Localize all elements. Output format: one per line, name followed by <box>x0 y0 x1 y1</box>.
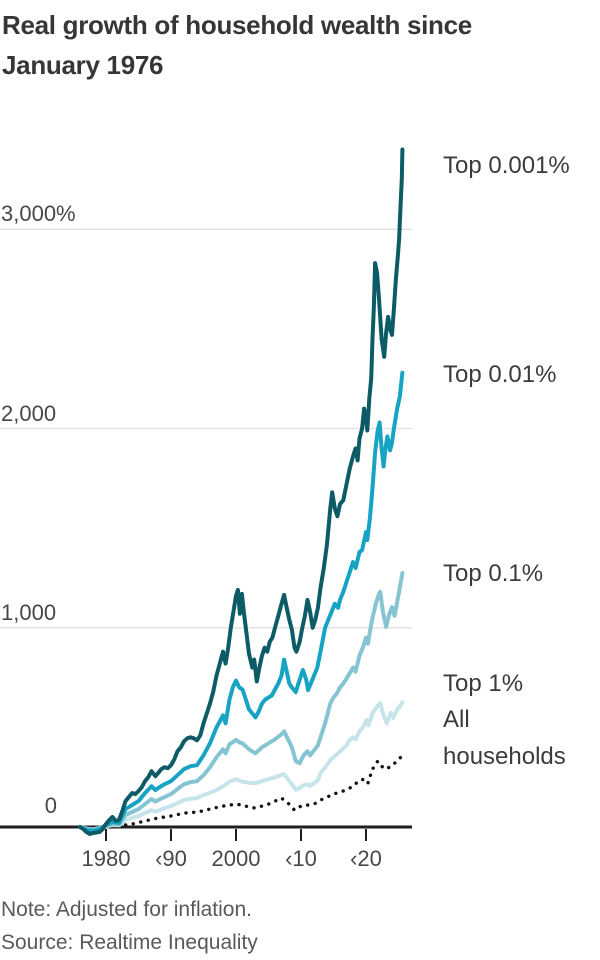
series-label-top-1-: Top 1% <box>443 670 524 697</box>
x-tick-label-2020: ‹20 <box>350 846 382 871</box>
series-line-top-0-01- <box>78 370 405 833</box>
chart-title-line-1: Real growth of household wealth since <box>2 10 472 40</box>
series-line-top-0-1- <box>78 571 405 832</box>
chart-source: Source: Realtime Inequality <box>1 931 258 954</box>
y-tick-label-2000: 2,000 <box>1 400 57 426</box>
y-tick-label-1000: 1,000 <box>1 599 57 625</box>
x-tick-label-2000: 2000 <box>211 846 261 871</box>
chart-title: Real growth of household wealth since Ja… <box>2 5 592 85</box>
chart-note: Note: Adjusted for inflation. <box>1 898 252 921</box>
x-tick-label-1980: 1980 <box>81 846 131 871</box>
x-tick-label-1990: ‹90 <box>155 846 187 871</box>
series-line-top-1- <box>78 700 405 832</box>
x-tick-label-2010: ‹10 <box>285 846 317 871</box>
y-tick-label-0: 0 <box>44 793 57 818</box>
series-label-top-0-01-: Top 0.01% <box>443 361 557 388</box>
chart-title-line-2: January 1976 <box>2 50 164 80</box>
series-label-top-0-1-: Top 0.1% <box>443 560 544 587</box>
series-line-all-households <box>78 753 405 831</box>
series-line-top-0-001- <box>78 147 405 836</box>
series-label-top-0-001-: Top 0.001% <box>443 152 570 179</box>
y-tick-label-3000: 3,000% <box>1 201 76 227</box>
series-label-all-households: All households <box>443 706 566 770</box>
